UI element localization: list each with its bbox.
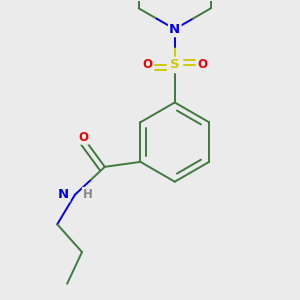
Text: O: O [142,58,152,71]
Text: O: O [197,58,208,71]
Text: N: N [58,188,69,201]
Text: S: S [170,58,180,71]
Text: H: H [83,188,93,201]
Text: O: O [78,130,88,144]
Text: N: N [169,22,180,36]
